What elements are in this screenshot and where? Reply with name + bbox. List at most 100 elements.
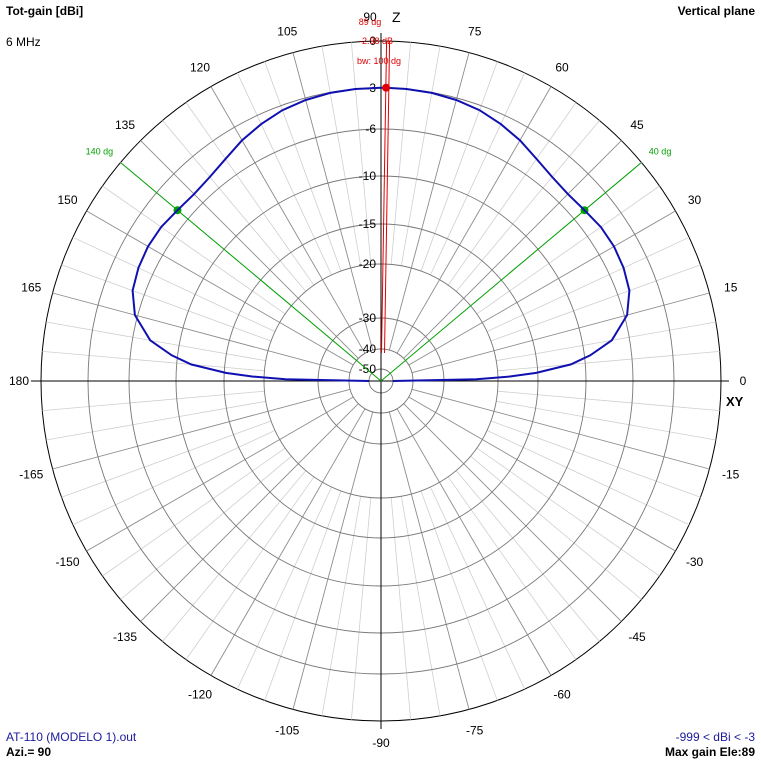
- angle-tick-label: -165: [19, 468, 43, 482]
- z-axis-label: Z: [392, 9, 401, 25]
- major-radial-line: [292, 52, 374, 351]
- beam-marker-label: 40 dg: [649, 147, 672, 157]
- minor-radial-line: [420, 61, 498, 272]
- minor-radial-line: [185, 476, 315, 660]
- minor-radial-line: [490, 420, 701, 498]
- max-gain-line: [381, 40, 388, 354]
- minor-radial-line: [455, 120, 600, 292]
- major-radial-line: [411, 388, 710, 470]
- minor-radial-line: [264, 490, 342, 701]
- major-radial-line: [210, 86, 366, 354]
- minor-radial-line: [46, 321, 266, 362]
- max-gain-label: Max gain Ele:89: [664, 745, 755, 759]
- angle-tick-label: -60: [553, 688, 571, 702]
- minor-radial-line: [447, 102, 577, 286]
- minor-radial-line: [120, 455, 292, 600]
- minor-radial-line: [430, 486, 526, 690]
- minor-radial-line: [72, 236, 276, 332]
- minor-radial-line: [42, 390, 265, 411]
- azimuth-label: Azi.= 90: [6, 745, 52, 759]
- angle-tick-label: 165: [21, 280, 41, 294]
- minor-radial-line: [455, 470, 600, 642]
- minor-radial-line: [496, 321, 716, 362]
- max-gain-dot: [382, 83, 391, 92]
- minor-radial-line: [400, 46, 441, 266]
- angle-tick-label: -30: [686, 555, 704, 569]
- angle-tick-label: -150: [55, 555, 79, 569]
- angle-tick-label: 105: [277, 24, 297, 38]
- chart-title: Tot-gain [dBi]: [6, 4, 84, 18]
- minor-radial-line: [430, 72, 526, 276]
- minor-radial-line: [420, 490, 498, 701]
- angle-tick-label: -15: [722, 468, 740, 482]
- gain-range-label: -999 < dBi < -3: [675, 730, 755, 744]
- major-radial-line: [411, 292, 710, 374]
- minor-radial-line: [61, 420, 272, 498]
- minor-radial-line: [321, 46, 362, 266]
- major-radial-line: [52, 388, 351, 470]
- angle-tick-label: -135: [113, 630, 137, 644]
- angle-tick-label: 90: [363, 10, 377, 24]
- angle-tick-label: 30: [688, 193, 702, 207]
- minor-radial-line: [185, 102, 315, 286]
- angle-tick-label: 75: [468, 24, 482, 38]
- major-radial-line: [396, 408, 552, 676]
- gain-tick-label: -30: [359, 311, 377, 325]
- major-radial-line: [52, 292, 351, 374]
- angle-tick-label: -75: [466, 724, 484, 738]
- minor-radial-line: [102, 447, 286, 577]
- minor-radial-line: [61, 264, 272, 342]
- minor-radial-line: [321, 496, 362, 716]
- xy-axis-label: XY: [726, 394, 744, 409]
- max-gain-line: [384, 40, 391, 354]
- minor-radial-line: [162, 120, 307, 292]
- frequency-label: 6 MHz: [6, 35, 41, 49]
- minor-radial-line: [496, 400, 716, 441]
- beam-marker-line: [380, 162, 642, 382]
- major-radial-line: [292, 411, 374, 710]
- gain-tick-label: -20: [359, 257, 377, 271]
- minor-radial-line: [102, 185, 286, 315]
- angle-tick-label: 0: [740, 374, 747, 388]
- minor-radial-line: [400, 496, 441, 716]
- major-radial-line: [210, 408, 366, 676]
- major-radial-line: [403, 140, 622, 359]
- angle-tick-label: 45: [630, 118, 644, 132]
- angle-tick-label: -120: [188, 688, 212, 702]
- major-radial-line: [388, 411, 470, 710]
- major-radial-line: [388, 52, 470, 351]
- minor-radial-line: [236, 72, 332, 276]
- minor-radial-line: [486, 430, 690, 526]
- max-gain-value-label: -2.98 dB: [359, 36, 393, 46]
- angle-tick-label: 180: [9, 374, 29, 388]
- major-radial-line: [408, 396, 676, 552]
- gain-tick-label: 0: [369, 34, 376, 48]
- major-radial-line: [396, 86, 552, 354]
- gain-tick-label: -10: [359, 169, 377, 183]
- angle-tick-label: 120: [190, 61, 210, 75]
- minor-radial-line: [72, 430, 276, 526]
- minor-radial-line: [476, 447, 660, 577]
- major-radial-line: [408, 210, 676, 366]
- angle-tick-label: -105: [275, 724, 299, 738]
- beam-marker-line: [120, 162, 382, 382]
- major-radial-line: [86, 396, 354, 552]
- minor-radial-line: [42, 351, 265, 372]
- angle-tick-label: 150: [57, 193, 77, 207]
- file-name-label: AT-110 (MODELO 1).out: [6, 730, 137, 744]
- minor-radial-line: [390, 42, 411, 265]
- beam-marker-label: 140 dg: [86, 147, 114, 157]
- minor-radial-line: [236, 486, 332, 690]
- beamwidth-label: bw: 100 dg: [357, 56, 401, 66]
- gain-tick-label: -6: [365, 122, 376, 136]
- angle-tick-label: -45: [628, 630, 646, 644]
- minor-radial-line: [497, 390, 720, 411]
- minor-radial-line: [162, 470, 307, 642]
- angle-tick-label: -90: [372, 736, 390, 750]
- minor-radial-line: [490, 264, 701, 342]
- major-radial-line: [403, 403, 622, 622]
- max-gain-elevation-label: 89 dg: [359, 17, 382, 27]
- minor-radial-line: [264, 61, 342, 272]
